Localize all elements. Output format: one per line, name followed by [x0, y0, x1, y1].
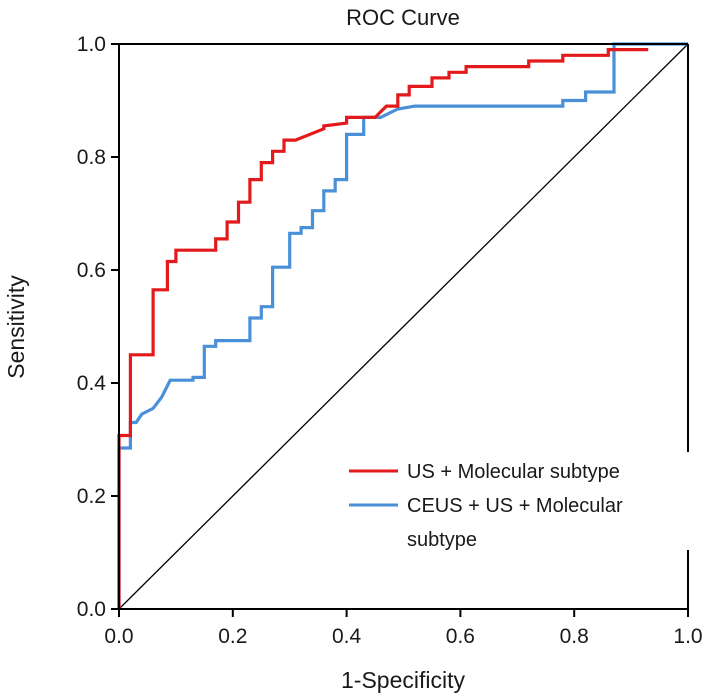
- legend-background: [340, 452, 686, 550]
- chart-title: ROC Curve: [346, 5, 460, 30]
- reference-diagonal: [118, 43, 689, 610]
- x-tick-label: 0.4: [332, 625, 362, 648]
- legend-label-ceus-line2: subtype: [407, 529, 477, 551]
- x-tick-label: 0.2: [218, 625, 247, 648]
- x-axis-label: 1-Specificity: [341, 667, 465, 693]
- plot-area: [117, 42, 689, 610]
- series-line-ceus-us-molecular: [117, 42, 688, 609]
- x-tick-label: 0.8: [560, 625, 589, 648]
- y-tick-label: 0.2: [77, 485, 106, 508]
- y-tick-label: 0.0: [77, 598, 106, 621]
- x-tick-label: 0.0: [104, 625, 133, 648]
- y-tick-label: 0.8: [77, 146, 106, 169]
- legend-label-ceus-line1: CEUS + US + Molecular: [407, 495, 623, 517]
- legend: US + Molecular subtype CEUS + US + Molec…: [340, 452, 686, 551]
- x-tick-label: 0.6: [446, 625, 475, 648]
- legend-label-us: US + Molecular subtype: [407, 461, 620, 483]
- tick-labels: 0.0 0.2 0.4 0.6 0.8 1.0 0.0 0.2 0.4 0.6 0.8 1.0: [77, 33, 703, 648]
- y-tick-label: 0.4: [77, 372, 107, 395]
- x-tick-label: 1.0: [673, 625, 702, 648]
- y-axis-label: Sensitivity: [3, 275, 29, 379]
- axes: [111, 43, 689, 617]
- series-line-us-molecular: [117, 47, 649, 609]
- y-tick-label: 1.0: [77, 33, 106, 56]
- y-tick-label: 0.6: [77, 259, 106, 282]
